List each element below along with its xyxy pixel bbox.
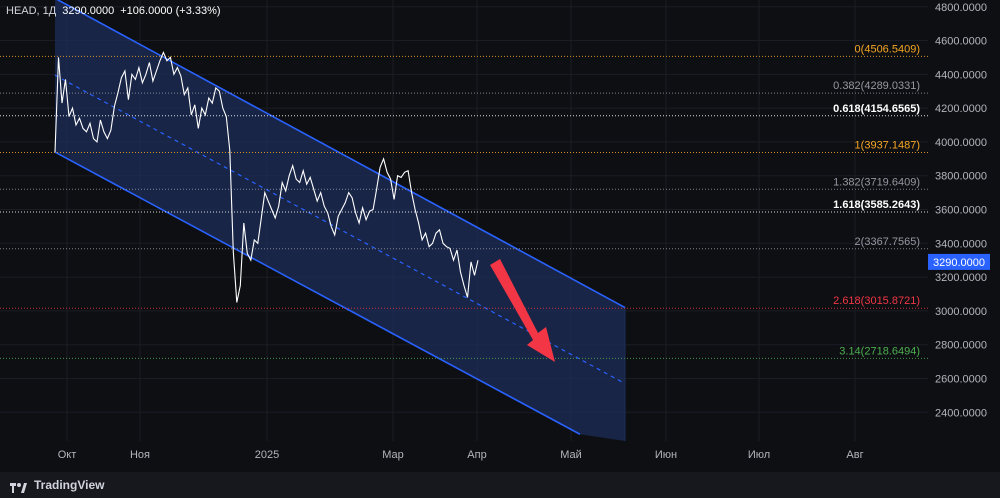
x-tick-label: Май — [560, 449, 582, 461]
fib-level-label: 2(3367.7565) — [855, 236, 920, 248]
symbol-label[interactable]: HEAD, 1Д — [6, 5, 57, 17]
channel-fill — [55, 0, 625, 441]
fib-level-label: 0.618(4154.6565) — [833, 103, 920, 115]
y-tick-label: 3800.0000 — [935, 171, 987, 183]
y-tick-label: 2400.0000 — [935, 407, 987, 419]
tradingview-brand: TradingView — [34, 478, 105, 492]
y-tick-label: 2600.0000 — [935, 373, 987, 385]
x-tick-label: Мар — [382, 449, 404, 461]
fibonacci-levels: 0(4506.5409) 0.382(4289.0331) 0.618(4154.6… — [0, 43, 928, 359]
time-axis: Окт Ноя 2025 Мар Апр Май Июн Июл Авг — [58, 449, 864, 461]
y-tick-label: 3400.0000 — [935, 238, 987, 250]
x-tick-label: Июн — [655, 449, 677, 461]
footer-bar: TradingView — [0, 472, 1000, 498]
y-tick-label: 4400.0000 — [935, 69, 987, 81]
x-tick-label: Апр — [467, 449, 486, 461]
last-price-value: 3290.0000 — [62, 5, 115, 17]
price-axis: 4800.0000 4600.0000 4400.0000 4200.0000 4000… — [928, 2, 990, 419]
x-tick-label: Окт — [58, 449, 77, 461]
y-tick-label: 3200.0000 — [935, 272, 987, 284]
fib-level-label: 0.382(4289.0331) — [833, 80, 920, 92]
fib-level-label: 1(3937.1487) — [855, 140, 920, 152]
tradingview-icon — [10, 480, 28, 493]
y-tick-label: 2800.0000 — [935, 340, 987, 352]
x-tick-label: Авг — [846, 449, 863, 461]
current-price-label: 3290.0000 — [933, 257, 985, 269]
y-tick-label: 4200.0000 — [935, 103, 987, 115]
y-tick-label: 3600.0000 — [935, 205, 987, 217]
price-change-value: +106.0000 (+3.33%) — [120, 5, 221, 17]
x-tick-label: Июл — [748, 449, 770, 461]
price-line — [54, 50, 479, 303]
x-tick-label: Ноя — [130, 449, 150, 461]
y-tick-label: 3000.0000 — [935, 306, 987, 318]
channel-lower-line — [54, 151, 581, 435]
arrow-shape — [490, 259, 555, 362]
fib-level-label: 2.618(3015.8721) — [833, 295, 920, 307]
y-tick-label: 4600.0000 — [935, 36, 987, 48]
tradingview-logo[interactable]: TradingView — [10, 478, 105, 493]
x-tick-label: 2025 — [255, 449, 279, 461]
price-series — [54, 50, 479, 303]
chart-header: HEAD, 1Д 3290.0000 +106.0000 (+3.33%) — [0, 0, 227, 22]
y-tick-label: 4000.0000 — [935, 137, 987, 149]
down-arrow-annotation — [490, 259, 555, 362]
fib-level-label: 1.382(3719.6409) — [833, 176, 920, 188]
fib-level-label: 3.14(2718.6494) — [839, 345, 920, 357]
fib-level-label: 0(4506.5409) — [855, 43, 920, 55]
fib-level-label: 1.618(3585.2643) — [833, 199, 920, 211]
current-price-badge — [928, 253, 990, 270]
y-tick-label: 4800.0000 — [935, 2, 987, 14]
